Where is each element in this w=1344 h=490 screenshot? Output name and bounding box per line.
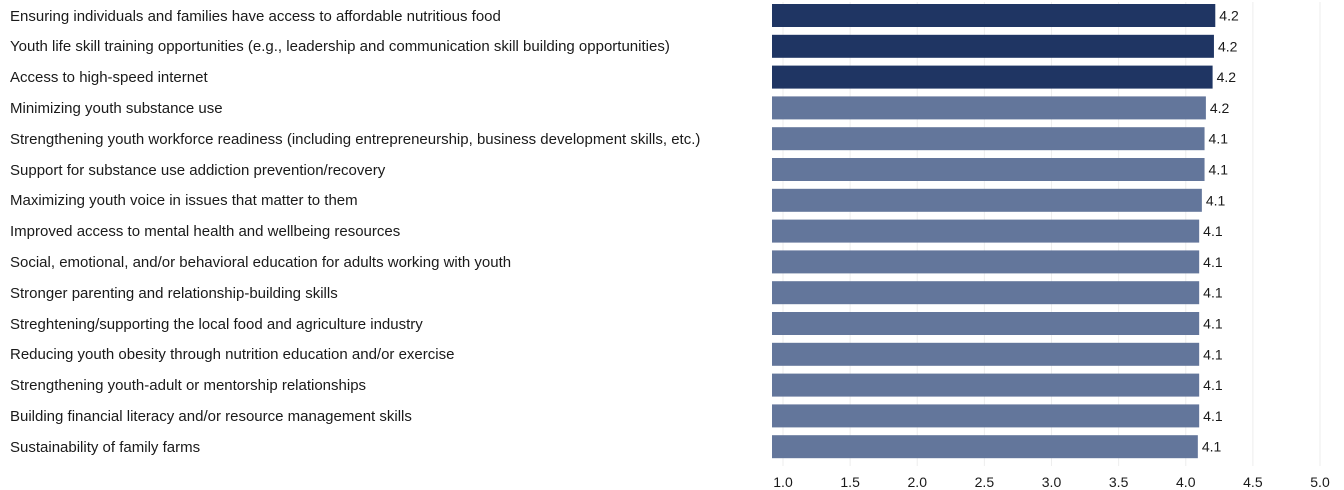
value-label: 4.2 bbox=[1219, 8, 1239, 24]
bar bbox=[772, 158, 1205, 181]
bar bbox=[772, 342, 1200, 366]
category-label: Strengthening youth-adult or mentorship … bbox=[10, 377, 367, 395]
x-tick-label: 2.5 bbox=[975, 474, 995, 490]
x-tick-label: 2.0 bbox=[908, 474, 928, 490]
category-label: Strengthening youth workforce readiness … bbox=[10, 130, 701, 148]
bar bbox=[772, 312, 1200, 335]
bar bbox=[772, 250, 1200, 274]
category-label: Sustainability of family farms bbox=[10, 438, 201, 456]
x-tick-label: 1.0 bbox=[773, 474, 793, 490]
value-label: 4.1 bbox=[1209, 162, 1229, 178]
category-label: Reducing youth obesity through nutrition… bbox=[10, 346, 455, 364]
category-label: Minimizing youth substance use bbox=[10, 99, 223, 117]
value-label: 4.1 bbox=[1203, 254, 1223, 270]
bar bbox=[772, 404, 1200, 428]
value-label: 4.1 bbox=[1203, 346, 1223, 362]
category-label: Social, emotional, and/or behavioral edu… bbox=[10, 253, 512, 271]
x-tick-label: 4.0 bbox=[1176, 474, 1196, 490]
category-label: Streghtening/supporting the local food a… bbox=[10, 315, 423, 333]
bar bbox=[772, 373, 1200, 397]
value-label: 4.1 bbox=[1203, 285, 1223, 301]
x-tick-label: 1.5 bbox=[840, 474, 860, 490]
bar bbox=[772, 188, 1202, 212]
category-label: Access to high-speed internet bbox=[10, 69, 208, 87]
bar bbox=[772, 281, 1200, 305]
value-label: 4.1 bbox=[1203, 316, 1223, 332]
x-tick-label: 4.5 bbox=[1243, 474, 1263, 490]
bar bbox=[772, 4, 1216, 27]
bar bbox=[772, 96, 1206, 120]
x-tick-label: 3.5 bbox=[1109, 474, 1129, 490]
category-label: Ensuring individuals and families have a… bbox=[10, 7, 501, 25]
value-label: 4.1 bbox=[1206, 192, 1226, 208]
value-label: 4.1 bbox=[1203, 377, 1223, 393]
category-label: Improved access to mental health and wel… bbox=[10, 223, 401, 241]
category-label: Support for substance use addiction prev… bbox=[10, 161, 386, 179]
x-tick-label: 5.0 bbox=[1310, 474, 1330, 490]
category-label: Maximizing youth voice in issues that ma… bbox=[10, 192, 358, 210]
bar bbox=[772, 435, 1198, 459]
value-label: 4.1 bbox=[1203, 223, 1223, 239]
bar bbox=[772, 34, 1214, 58]
value-label: 4.2 bbox=[1218, 38, 1238, 54]
category-label: Youth life skill training opportunities … bbox=[10, 38, 670, 56]
bar bbox=[772, 219, 1200, 243]
bar bbox=[772, 65, 1213, 89]
value-label: 4.1 bbox=[1202, 439, 1222, 455]
value-label: 4.2 bbox=[1210, 100, 1230, 116]
value-label: 4.1 bbox=[1209, 131, 1229, 147]
category-label: Stronger parenting and relationship-buil… bbox=[10, 284, 338, 302]
value-label: 4.2 bbox=[1217, 69, 1237, 85]
value-label: 4.1 bbox=[1203, 408, 1223, 424]
bar bbox=[772, 127, 1205, 151]
x-tick-label: 3.0 bbox=[1042, 474, 1062, 490]
category-label: Building financial literacy and/or resou… bbox=[10, 407, 412, 425]
